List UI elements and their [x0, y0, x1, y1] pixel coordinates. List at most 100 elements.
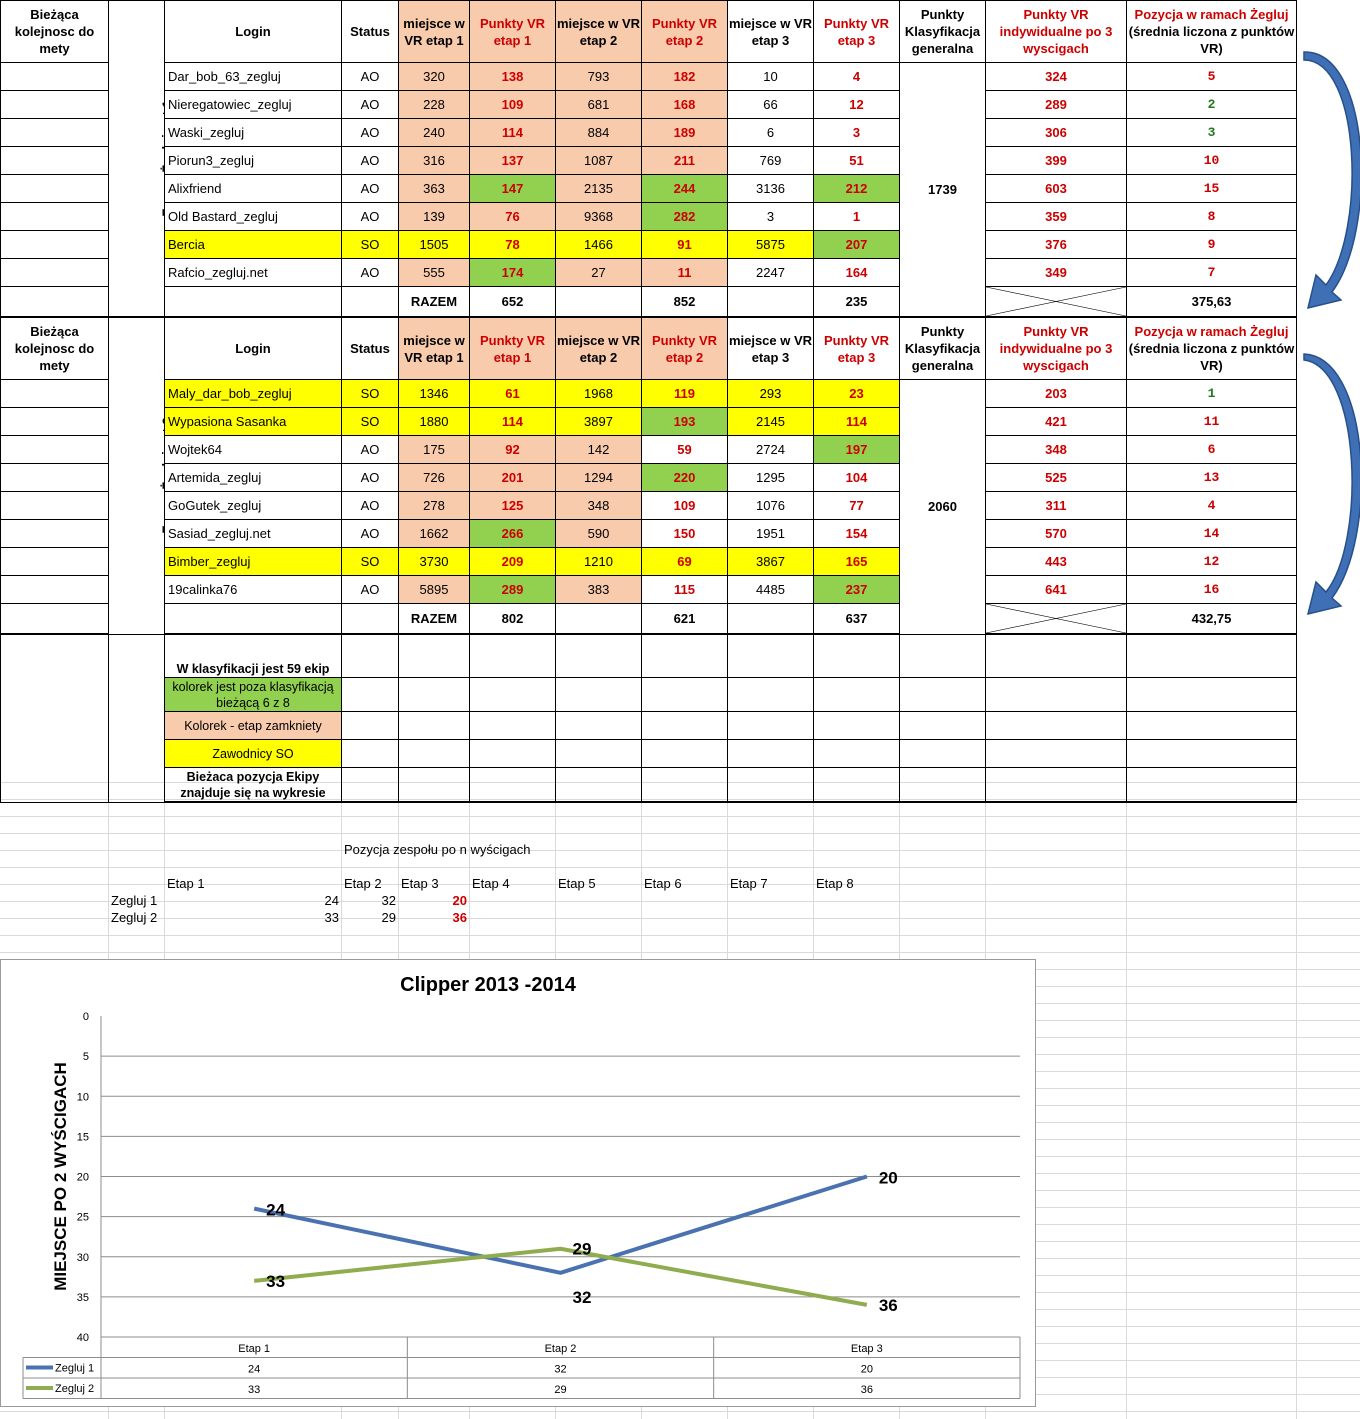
empty-cell: [469, 677, 556, 712]
average-position: 432,75: [1126, 603, 1297, 635]
summary-value: 20: [452, 893, 467, 908]
place-cell: 383: [555, 575, 642, 604]
current-order-cell: [0, 90, 109, 119]
points-cell: 119: [641, 379, 728, 408]
place-cell: 5875: [727, 230, 814, 259]
empty-cell: [641, 767, 728, 803]
total-label: RAZEM: [398, 286, 470, 318]
summary-stage-label: Etap 4: [472, 876, 510, 891]
points-cell: 12: [813, 90, 900, 119]
empty-cell: [398, 677, 470, 712]
empty-cell: [641, 677, 728, 712]
position-cell: 9: [1126, 230, 1297, 259]
login-cell: Alixfriend: [164, 174, 342, 203]
legend-item: W klasyfikacji jest 59 ekip: [164, 633, 342, 678]
header-position: Pozycja w ramach Żegluj (średnia liczona…: [1126, 0, 1297, 63]
summary-value: 29: [381, 910, 396, 925]
place-cell: 240: [398, 118, 470, 147]
points-cell: 211: [641, 146, 728, 175]
place-cell: 1295: [727, 463, 814, 492]
data-label: 24: [266, 1201, 285, 1220]
points-cell: 147: [469, 174, 556, 203]
login-cell: Wypasiona Sasanka: [164, 407, 342, 436]
points-cell: 51: [813, 146, 900, 175]
empty-cell: [341, 711, 399, 740]
cross-lines: [986, 287, 1126, 316]
login-cell: Bercia: [164, 230, 342, 259]
y-tick-label: 20: [77, 1172, 89, 1184]
empty-cell: [0, 603, 109, 635]
header-status: Status: [341, 316, 399, 380]
y-tick-label: 40: [77, 1332, 89, 1344]
summary-value: 32: [381, 893, 396, 908]
current-order-cell: [0, 547, 109, 576]
points-cell: 76: [469, 202, 556, 231]
points-cell: 114: [813, 407, 900, 436]
place-cell: 793: [555, 62, 642, 91]
individual-points-cell: 203: [985, 379, 1127, 408]
empty-cell: [899, 677, 986, 712]
general-classification: 1739: [899, 62, 986, 318]
individual-points-cell: 399: [985, 146, 1127, 175]
place-cell: 884: [555, 118, 642, 147]
team-member-row: Alixfriend AO 363 147 2135 244 3136 212 603 15: [0, 174, 1297, 203]
empty-cell: [555, 286, 642, 318]
legend-row: W klasyfikacji jest 59 ekip: [0, 633, 1297, 803]
header-place-1: miejsce w VR etap 1: [398, 316, 470, 380]
position-cell: 12: [1126, 547, 1297, 576]
position-cell: 15: [1126, 174, 1297, 203]
individual-points-cell: 348: [985, 435, 1127, 464]
individual-points-cell: 306: [985, 118, 1127, 147]
status-cell: SO: [341, 230, 399, 259]
points-cell: 193: [641, 407, 728, 436]
position-header-note: (średnia liczona z punktów VR): [1128, 24, 1295, 56]
x-tick-label: Etap 3: [851, 1343, 883, 1355]
empty-cell: [899, 633, 986, 678]
place-cell: 66: [727, 90, 814, 119]
header-position: Pozycja w ramach Żegluj (średnia liczona…: [1126, 316, 1297, 380]
team-member-row: Bercia SO 1505 78 1466 91 5875 207 376 9: [0, 230, 1297, 259]
status-cell: AO: [341, 575, 399, 604]
place-cell: 2145: [727, 407, 814, 436]
summary-value: 24: [324, 893, 339, 908]
forum-label: Forum Żegluj.net 2: [108, 316, 165, 635]
data-label: 20: [879, 1169, 898, 1188]
data-label: 33: [266, 1272, 285, 1291]
legend-row: Zawodnicy SO: [1, 739, 1297, 768]
empty-cell: [108, 633, 165, 803]
total-points-1: 652: [469, 286, 556, 318]
login-cell: GoGutek_zegluj: [164, 491, 342, 520]
points-cell: 289: [469, 575, 556, 604]
current-order-cell: [0, 491, 109, 520]
team-member-row: Wojtek64 AO 175 92 142 59 2724 197 348 6: [0, 435, 1297, 464]
header-points-3: Punkty VR etap 3: [813, 0, 900, 63]
empty-cell: [641, 739, 728, 768]
empty-cell: [1126, 767, 1297, 803]
empty-cell: [164, 603, 342, 635]
points-cell: 154: [813, 519, 900, 548]
place-cell: 228: [398, 90, 470, 119]
login-cell: Rafcio_zegluj.net: [164, 258, 342, 287]
table-value: 20: [861, 1364, 873, 1376]
legend-item: Bieżaca pozycja Ekipy znajduje się na wy…: [164, 767, 342, 803]
current-order-cell: [0, 146, 109, 175]
individual-points-cell: 376: [985, 230, 1127, 259]
total-points-3: 235: [813, 286, 900, 318]
points-cell: 91: [641, 230, 728, 259]
individual-points-cell: 603: [985, 174, 1127, 203]
place-cell: 2135: [555, 174, 642, 203]
place-cell: 1087: [555, 146, 642, 175]
place-cell: 1294: [555, 463, 642, 492]
individual-points-cell: 349: [985, 258, 1127, 287]
points-cell: 220: [641, 463, 728, 492]
total-points-2: 621: [641, 603, 728, 635]
status-cell: AO: [341, 258, 399, 287]
legend-row: Kolorek - etap zamkniety: [1, 711, 1297, 740]
legend-row: Bieżaca pozycja Ekipy znajduje się na wy…: [1, 767, 1297, 803]
summary-stage-label: Etap 3: [401, 876, 439, 891]
individual-points-cell: 289: [985, 90, 1127, 119]
status-cell: AO: [341, 174, 399, 203]
status-cell: AO: [341, 202, 399, 231]
empty-cell: [727, 677, 814, 712]
y-tick-label: 5: [83, 1051, 89, 1063]
